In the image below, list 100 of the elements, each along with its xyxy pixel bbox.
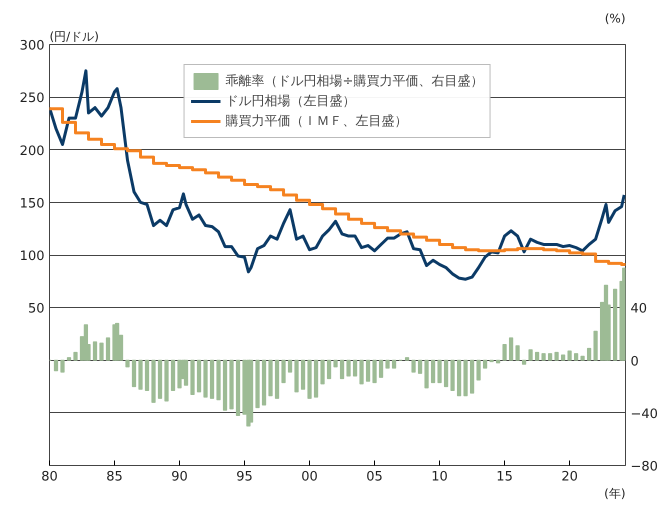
bar [418,360,422,374]
x-tick-label: 90 [171,470,188,484]
bar [404,357,410,361]
bar [158,360,162,399]
bar [170,360,176,392]
y2-tick-label: −40 [630,406,658,422]
legend-label: 乖離率（ドル円相場÷購買力平価、右目盛） [226,73,484,90]
bar [288,360,292,373]
bar [326,360,332,380]
bar [528,349,533,361]
bar [359,360,364,384]
y2-axis-title: (%) [604,12,626,26]
bar [262,360,266,406]
x-tick-label: 10 [431,470,448,484]
x-tick-label: 05 [366,470,383,484]
bar [307,360,312,399]
x-tick-label: 85 [106,470,123,484]
bar [196,360,202,392]
bar [560,354,566,361]
bar [385,360,390,369]
bar [366,360,370,382]
bar [314,360,318,398]
bar [541,353,546,361]
bar [184,360,188,386]
line-series [50,69,626,281]
bar [248,360,254,423]
bar [352,360,358,377]
bar [612,288,618,361]
bar [515,345,520,361]
y-tick-label: 200 [20,144,45,159]
x-tick-label: 20 [561,470,578,484]
bar [482,360,488,369]
bar [554,352,559,361]
bar [164,360,169,402]
bar [470,360,474,394]
bar [60,360,65,373]
bar [99,342,104,361]
bar [372,360,377,384]
x-tick-label: 95 [236,470,253,484]
bar [106,337,110,361]
bar [333,360,338,368]
y-axis-title: (円/ドル) [50,30,99,44]
bar [622,268,626,361]
x-tick-label: 80 [41,470,58,484]
bar [411,360,416,373]
bar [177,360,182,388]
bar [320,360,325,384]
bar [144,360,150,392]
bar [229,360,234,410]
bar [346,360,351,377]
bar [300,360,306,390]
y-tick-label: 100 [20,249,45,264]
bar [190,360,195,395]
bar [444,360,448,388]
bar [502,344,507,361]
bar [92,341,98,361]
y2-tick-label: −80 [630,460,658,474]
y2-tick-label: 0 [630,354,639,370]
bar [222,360,228,411]
bar [567,350,572,361]
y-tick-label: 50 [28,302,45,317]
bar [378,360,384,378]
bar [392,360,396,369]
x-tick-label: 00 [301,470,318,484]
bar [203,360,208,398]
bar [548,353,552,361]
bar [586,348,592,361]
bar [580,356,585,361]
bar [456,360,462,396]
y2-tick-label: 40 [630,302,648,317]
bar [508,337,514,361]
bar [138,360,143,390]
bar [151,360,156,403]
bar [522,360,526,365]
bar [476,360,481,380]
bar [73,352,78,361]
bar [430,360,436,384]
bar [114,322,120,361]
bar [574,353,578,361]
legend-label: ドル円相場（左目盛） [226,93,356,110]
bar [132,360,136,388]
y-tick-label: 250 [20,91,45,106]
bar [340,360,344,380]
bar [593,330,598,361]
bar [534,352,540,361]
bar [424,360,429,388]
bar [437,360,442,384]
bar [125,360,130,368]
bar [274,360,280,399]
bar [255,360,260,408]
bar [463,360,468,396]
bar [294,360,299,392]
bar [66,357,72,361]
y-tick-label: 150 [20,196,45,212]
bar [236,360,240,416]
bar [450,360,455,392]
y-tick-label: 300 [20,38,45,54]
bar [216,360,221,400]
bar [496,360,500,364]
bar [268,360,273,396]
